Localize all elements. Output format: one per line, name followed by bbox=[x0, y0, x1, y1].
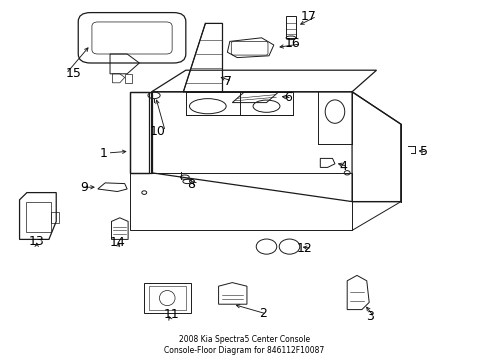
Text: 17: 17 bbox=[301, 10, 316, 23]
Text: 9: 9 bbox=[81, 181, 88, 194]
Text: 8: 8 bbox=[187, 178, 195, 191]
Text: 5: 5 bbox=[419, 145, 427, 158]
Text: 7: 7 bbox=[224, 75, 232, 87]
Text: 2: 2 bbox=[258, 307, 266, 320]
Text: 16: 16 bbox=[285, 37, 300, 50]
Text: 12: 12 bbox=[296, 242, 311, 255]
Text: 3: 3 bbox=[366, 310, 373, 323]
Text: 1: 1 bbox=[100, 147, 107, 159]
Text: 10: 10 bbox=[149, 125, 165, 138]
Text: 14: 14 bbox=[109, 236, 125, 249]
Text: 6: 6 bbox=[284, 91, 291, 104]
Text: 4: 4 bbox=[339, 160, 346, 173]
Text: 13: 13 bbox=[29, 235, 44, 248]
Text: 15: 15 bbox=[66, 67, 81, 80]
Text: 2008 Kia Spectra5 Center Console
Console-Floor Diagram for 846112F10087: 2008 Kia Spectra5 Center Console Console… bbox=[164, 335, 324, 355]
Text: 11: 11 bbox=[163, 308, 179, 321]
